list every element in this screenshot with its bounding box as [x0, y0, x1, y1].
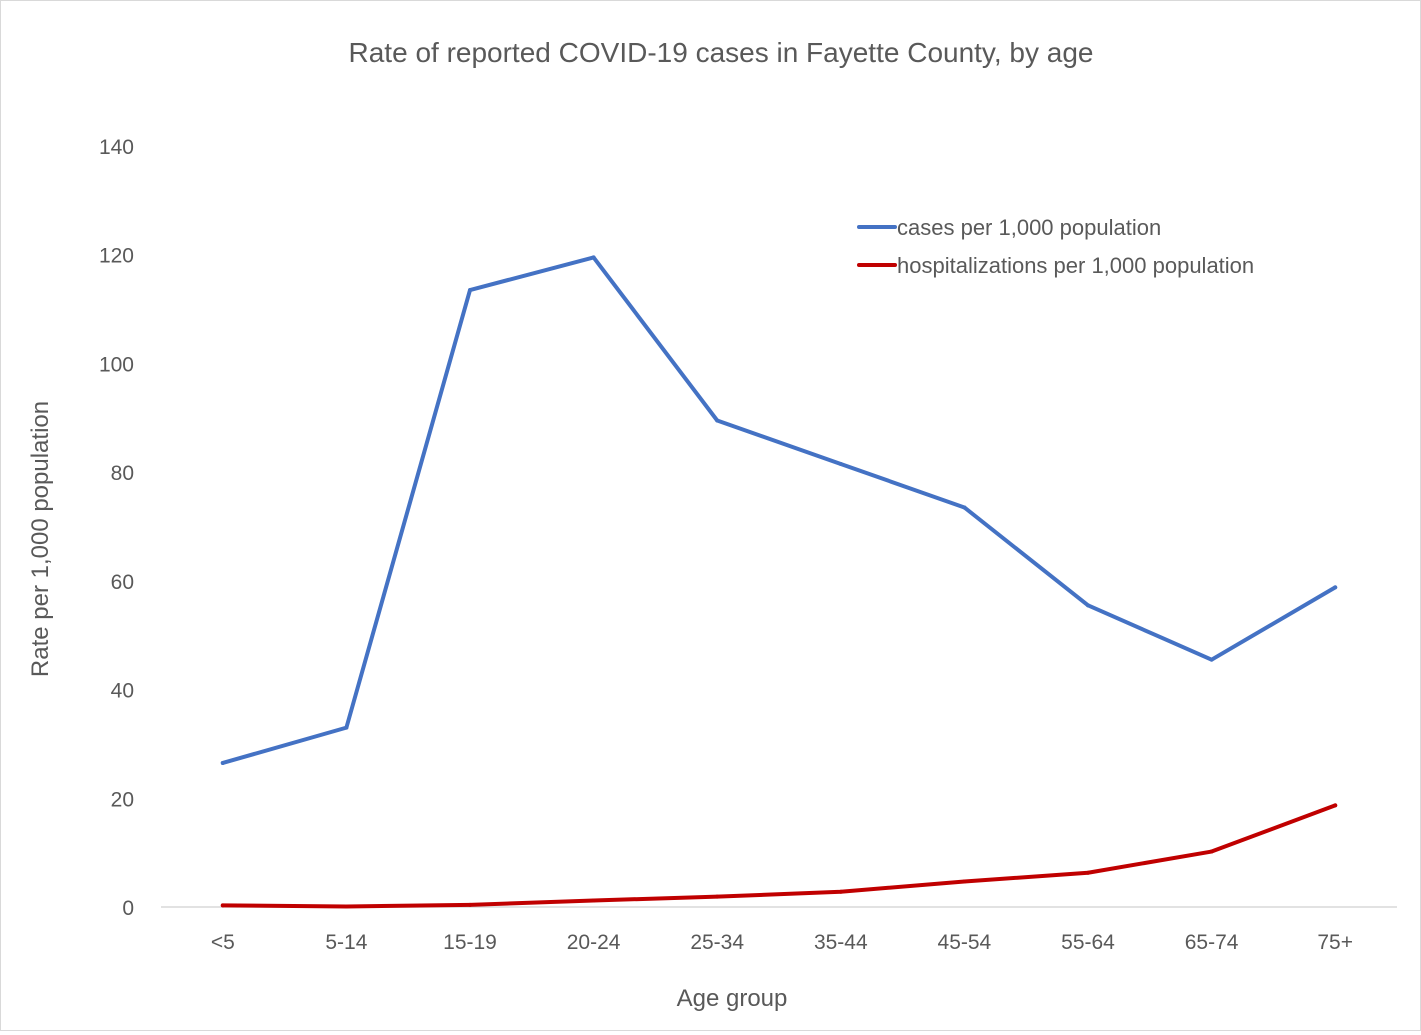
data-point: [591, 255, 596, 260]
y-tick-label: 0: [122, 897, 134, 920]
x-tick-label: 5-14: [325, 931, 367, 954]
data-point: [344, 725, 349, 730]
x-tick-label: <5: [211, 931, 235, 954]
x-tick-label: 45-54: [938, 931, 992, 954]
x-tick-label: 25-34: [690, 931, 744, 954]
chart-title: Rate of reported COVID-19 cases in Fayet…: [349, 37, 1094, 68]
data-point: [1086, 603, 1090, 608]
data-point: [344, 904, 349, 909]
series-line-hospitalizations: [220, 803, 1338, 909]
data-point: [1086, 870, 1090, 875]
y-tick-label: 140: [99, 136, 134, 159]
y-tick-label: 80: [111, 462, 134, 485]
series-lines: [220, 255, 1338, 909]
y-tick-label: 20: [111, 788, 134, 811]
x-axis-ticks: <5 5-14 15-19 20-24 25-34 35-44 45-54 55-64 65-7…: [211, 931, 1353, 954]
data-point: [838, 889, 843, 894]
y-tick-label: 60: [111, 571, 134, 594]
legend-label-cases: cases per 1,000 population: [897, 215, 1161, 240]
x-tick-label: 15-19: [443, 931, 497, 954]
data-point: [1333, 803, 1338, 808]
data-point: [838, 461, 843, 466]
x-tick-label: 20-24: [567, 931, 621, 954]
y-axis-ticks: 0 20 40 60 80 100 120 140: [99, 136, 134, 920]
data-point: [1209, 849, 1214, 854]
data-point: [1333, 585, 1338, 590]
data-point: [962, 879, 967, 884]
legend-label-hospitalizations: hospitalizations per 1,000 population: [897, 253, 1254, 278]
data-point: [468, 902, 472, 907]
y-tick-label: 120: [99, 245, 134, 268]
series-line-cases: [220, 255, 1338, 765]
x-tick-label: 55-64: [1061, 931, 1115, 954]
y-tick-label: 100: [99, 353, 134, 376]
y-tick-label: 40: [111, 680, 134, 703]
data-point: [715, 418, 720, 423]
y-axis-title: Rate per 1,000 population: [27, 401, 54, 677]
data-point: [468, 288, 472, 293]
data-point: [591, 898, 596, 903]
legend: cases per 1,000 population hospitalizati…: [857, 215, 1254, 278]
data-point: [220, 760, 225, 765]
x-tick-label: 75+: [1317, 931, 1353, 954]
x-axis-title: Age group: [677, 985, 788, 1012]
data-point: [220, 903, 225, 908]
data-point: [1209, 657, 1214, 662]
data-point: [962, 505, 967, 510]
x-tick-label: 65-74: [1185, 931, 1239, 954]
data-point: [715, 894, 720, 899]
x-tick-label: 35-44: [814, 931, 868, 954]
